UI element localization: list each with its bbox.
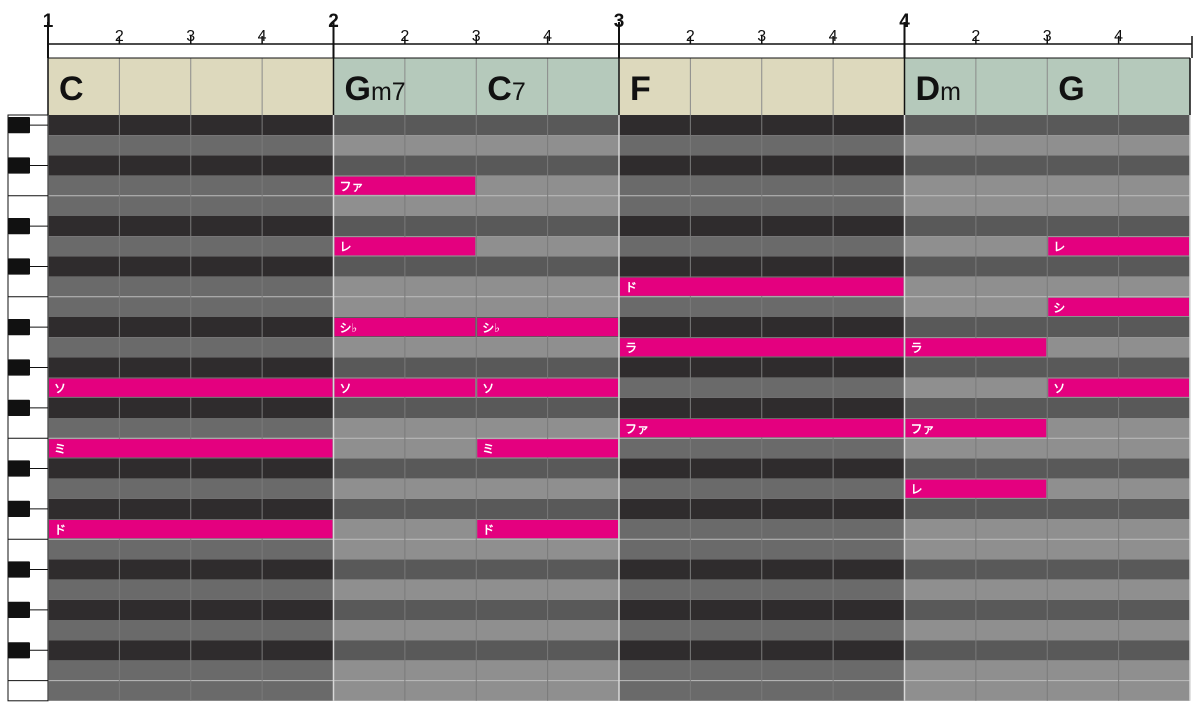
- black-key: [8, 117, 30, 134]
- beat-number: 4: [543, 28, 552, 45]
- beat-number: 2: [400, 28, 409, 45]
- note-block: [477, 378, 618, 397]
- chord-symbol: Dm: [916, 70, 961, 108]
- note-label: ラ: [625, 341, 637, 355]
- note-block: [620, 338, 904, 357]
- chord-symbol: F: [630, 70, 651, 108]
- note-label: ファ: [911, 422, 935, 436]
- measure-number: 4: [899, 11, 910, 32]
- note-label: ド: [625, 281, 637, 295]
- chord-row: C Gm7 C7 F Dm G: [47, 57, 1191, 115]
- note-block: [905, 419, 1047, 438]
- note-block: [905, 479, 1047, 498]
- black-key: [8, 258, 30, 275]
- beat-number: 4: [829, 28, 838, 45]
- black-key: [8, 399, 30, 416]
- black-key: [8, 642, 30, 659]
- note-grid: [47, 115, 1191, 701]
- measure-number: 1: [43, 11, 54, 32]
- note-block: [477, 318, 618, 337]
- note-block: [334, 237, 476, 256]
- note-block: [620, 277, 904, 296]
- note-label: レ: [911, 483, 923, 497]
- beat-number: 3: [1043, 28, 1052, 45]
- measure-number: 3: [614, 11, 625, 32]
- beat-number: 2: [115, 28, 124, 45]
- note-label: シ♭: [482, 321, 500, 335]
- note-label: ファ: [625, 422, 649, 436]
- black-key: [8, 500, 30, 517]
- note-label: ド: [54, 523, 66, 537]
- note-block: [1048, 297, 1189, 316]
- note-block: [1048, 378, 1189, 397]
- chord-symbol: G: [1058, 70, 1084, 108]
- black-key: [8, 359, 30, 376]
- beat-number: 3: [186, 28, 195, 45]
- note-label: シ♭: [340, 321, 358, 335]
- black-key: [8, 561, 30, 578]
- black-key: [8, 460, 30, 477]
- note-block: [49, 520, 333, 539]
- note-label: ソ: [482, 382, 494, 396]
- note-block: [477, 439, 618, 458]
- chord-symbol: C7: [487, 70, 525, 108]
- note-label: シ: [1053, 301, 1065, 315]
- note-label: ラ: [911, 341, 923, 355]
- black-key: [8, 319, 30, 336]
- beat-number: 3: [472, 28, 481, 45]
- note-block: [1048, 237, 1189, 256]
- note-block: [334, 378, 476, 397]
- note-label: ミ: [482, 442, 494, 456]
- note-block: [334, 176, 476, 195]
- beat-number: 2: [686, 28, 695, 45]
- chord-symbol: C: [59, 70, 84, 108]
- note-block: [334, 318, 476, 337]
- measure-number: 2: [328, 11, 339, 32]
- beat-ruler: 1 2 3 4 2 2 3 4 3 2 3 4 4 2 3 4: [43, 11, 1193, 58]
- beat-number: 4: [1114, 28, 1123, 45]
- beat-number: 3: [757, 28, 766, 45]
- note-label: ド: [482, 523, 494, 537]
- beat-number: 2: [971, 28, 980, 45]
- note-block: [477, 520, 618, 539]
- black-key: [8, 157, 30, 174]
- note-label: レ: [340, 240, 352, 254]
- note-label: ソ: [340, 382, 352, 396]
- note-block: [49, 439, 333, 458]
- note-label: ミ: [54, 442, 66, 456]
- black-key: [8, 218, 30, 235]
- note-block: [620, 419, 904, 438]
- note-label: ファ: [340, 180, 364, 194]
- note-label: ソ: [1053, 382, 1065, 396]
- note-label: ソ: [54, 382, 66, 396]
- piano-keyboard: [7, 114, 49, 702]
- note-block: [905, 338, 1047, 357]
- black-key: [8, 601, 30, 618]
- chord-symbol: Gm7: [345, 70, 406, 108]
- note-block: [49, 378, 333, 397]
- note-label: レ: [1053, 240, 1065, 254]
- beat-number: 4: [258, 28, 267, 45]
